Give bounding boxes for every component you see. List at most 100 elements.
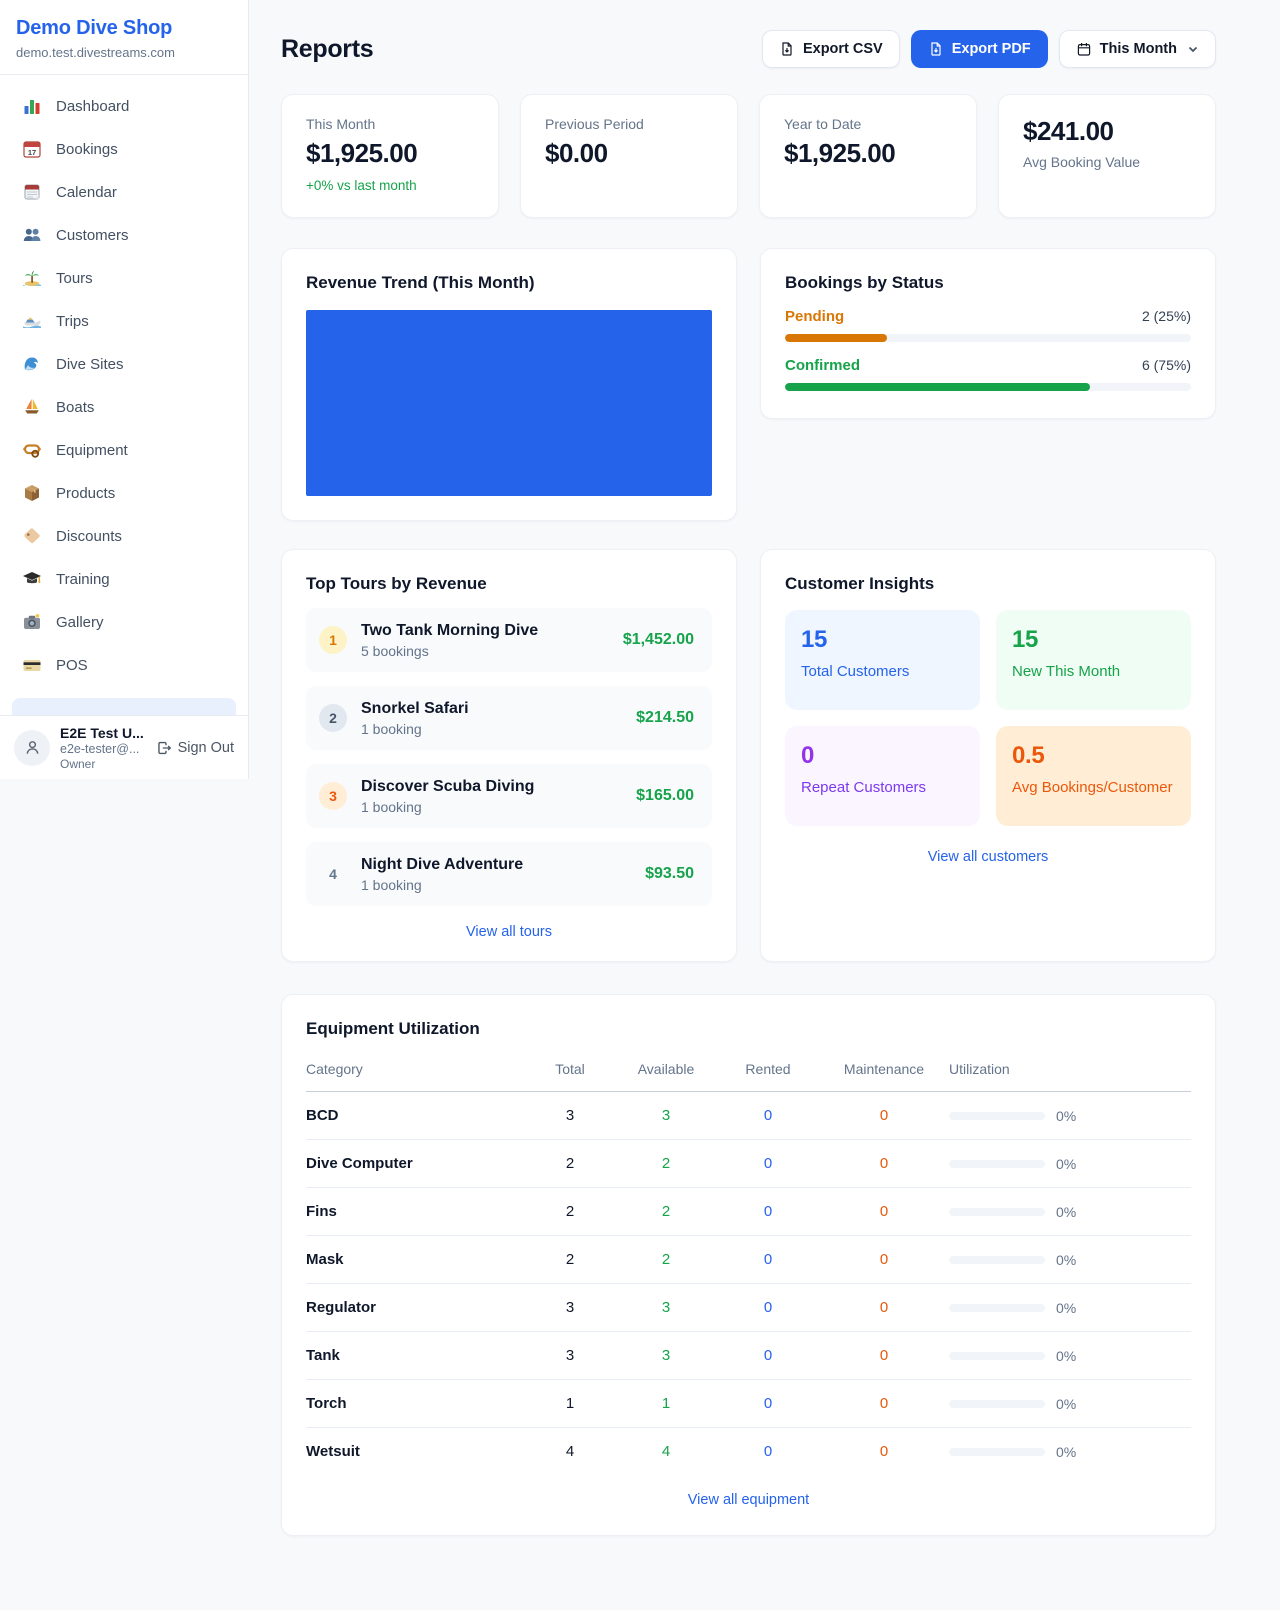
tour-bookings: 1 booking bbox=[361, 721, 422, 737]
utilization-bar bbox=[949, 1448, 1045, 1456]
top-tours-title: Top Tours by Revenue bbox=[306, 574, 487, 593]
tour-name: Discover Scuba Diving bbox=[361, 778, 535, 795]
equipment-table: Category Total Available Rented Maintena… bbox=[306, 1049, 1191, 1475]
stat-card-year-to-date: Year to Date $1,925.00 bbox=[759, 94, 977, 218]
sidebar-item-discounts[interactable]: Discounts bbox=[10, 519, 238, 553]
view-all-customers-link[interactable]: View all customers bbox=[927, 849, 1049, 865]
table-row: BCD 3 3 0 0 0% bbox=[306, 1091, 1191, 1140]
sidebar-item-gallery[interactable]: Gallery bbox=[10, 605, 238, 639]
tour-row: 3 Discover Scuba Diving 1 booking $165.0… bbox=[306, 764, 712, 828]
tour-bookings: 1 booking bbox=[361, 877, 422, 893]
stat-label: Avg Booking Value bbox=[1023, 154, 1141, 170]
page-header: Reports Export CSV Export PDF This Month bbox=[281, 30, 1216, 68]
tile-total-customers: 15 Total Customers bbox=[785, 610, 980, 710]
tours-island-icon bbox=[22, 268, 42, 288]
sidebar-item-label: Dive Sites bbox=[56, 355, 124, 373]
sidebar-item-tours[interactable]: Tours bbox=[10, 261, 238, 295]
sidebar-item-calendar[interactable]: Calendar bbox=[10, 175, 238, 209]
tour-revenue: $93.50 bbox=[645, 865, 694, 882]
sidebar-item-label: Calendar bbox=[56, 183, 117, 201]
tile-value: 15 bbox=[801, 626, 828, 653]
status-count: 6 (75%) bbox=[1141, 357, 1191, 373]
status-label: Pending bbox=[785, 308, 845, 325]
tour-bookings: 5 bookings bbox=[361, 643, 429, 659]
view-all-equipment-link[interactable]: View all equipment bbox=[687, 1492, 810, 1508]
bookings-by-status-card: Bookings by Status Pending 2 (25%) Confi… bbox=[760, 248, 1216, 419]
tour-row: 2 Snorkel Safari 1 booking $214.50 bbox=[306, 686, 712, 750]
user-panel: E2E Test U... e2e-tester@... Owner Sign … bbox=[0, 715, 248, 779]
sign-out-button[interactable]: Sign Out bbox=[156, 740, 234, 756]
status-label: Confirmed bbox=[785, 357, 860, 374]
stat-delta: +0% vs last month bbox=[306, 178, 417, 193]
stat-value: $241.00 bbox=[1023, 116, 1114, 146]
bookings-calendar-icon: 17 bbox=[22, 139, 42, 159]
tour-row: 1 Two Tank Morning Dive 5 bookings $1,45… bbox=[306, 608, 712, 672]
tour-revenue: $165.00 bbox=[636, 787, 694, 804]
utilization-bar bbox=[949, 1160, 1045, 1168]
sidebar-item-label: Boats bbox=[56, 398, 95, 416]
credit-card-icon bbox=[22, 655, 42, 675]
top-tours-card: Top Tours by Revenue 1 Two Tank Morning … bbox=[281, 549, 737, 962]
export-csv-label: Export CSV bbox=[802, 41, 883, 57]
status-row-pending: Pending 2 (25%) bbox=[785, 308, 1191, 342]
svg-text:17: 17 bbox=[28, 148, 36, 157]
sidebar-item-label: Trips bbox=[56, 312, 89, 330]
status-bar-track bbox=[785, 383, 1191, 391]
stat-card-avg-booking-value: $241.00 Avg Booking Value bbox=[998, 94, 1216, 218]
export-pdf-button[interactable]: Export PDF bbox=[910, 30, 1048, 68]
tile-value: 0 bbox=[801, 742, 815, 769]
stat-card-this-month: This Month $1,925.00 +0% vs last month bbox=[281, 94, 499, 218]
table-row: Regulator 3 3 0 0 0% bbox=[306, 1283, 1191, 1332]
avatar bbox=[14, 729, 50, 766]
sidebar-item-trips[interactable]: Trips bbox=[10, 304, 238, 338]
customer-insights-title: Customer Insights bbox=[785, 574, 935, 593]
table-row: Wetsuit 4 4 0 0 0% bbox=[306, 1443, 1077, 1460]
sidebar-item-products[interactable]: Products bbox=[10, 476, 238, 510]
utilization-bar bbox=[949, 1400, 1045, 1408]
column-header-total: Total bbox=[525, 1049, 615, 1092]
stat-card-previous-period: Previous Period $0.00 bbox=[520, 94, 738, 218]
stat-value: $0.00 bbox=[545, 138, 608, 168]
sidebar-item-label: Gallery bbox=[56, 613, 104, 631]
tour-name: Two Tank Morning Dive bbox=[361, 622, 539, 639]
tile-avg-bookings-customer: 0.5 Avg Bookings/Customer bbox=[996, 726, 1191, 826]
sidebar-item-training[interactable]: Training bbox=[10, 562, 238, 596]
view-all-tours-link[interactable]: View all tours bbox=[466, 924, 552, 940]
sidebar-item-equipment[interactable]: Equipment bbox=[10, 433, 238, 467]
column-header-category: Category bbox=[306, 1049, 525, 1092]
column-header-maintenance: Maintenance bbox=[819, 1049, 949, 1092]
page-title: Reports bbox=[281, 34, 374, 63]
sidebar-item-boats[interactable]: Boats bbox=[10, 390, 238, 424]
user-role: Owner bbox=[60, 756, 96, 771]
tag-icon bbox=[22, 526, 42, 546]
sidebar: Demo Dive Shop demo.test.divestreams.com… bbox=[0, 0, 249, 779]
rank-badge: 4 bbox=[329, 866, 337, 882]
insight-tiles: 15 Total Customers 15 New This Month 0 R… bbox=[785, 610, 1191, 826]
sign-out-icon bbox=[157, 741, 171, 754]
shop-name: Demo Dive Shop bbox=[16, 17, 173, 39]
stat-label: This Month bbox=[306, 116, 376, 132]
tour-bookings: 1 booking bbox=[361, 799, 422, 815]
sidebar-item-dive-sites[interactable]: Dive Sites bbox=[10, 347, 238, 381]
period-select[interactable]: This Month bbox=[1058, 30, 1216, 68]
export-csv-button[interactable]: Export CSV bbox=[761, 30, 900, 68]
tile-repeat-customers: 0 Repeat Customers bbox=[785, 726, 980, 826]
tile-label: Repeat Customers bbox=[801, 779, 927, 796]
utilization-bar bbox=[949, 1352, 1045, 1360]
user-info: E2E Test U... e2e-tester@... Owner bbox=[60, 725, 144, 771]
tile-value: 15 bbox=[1012, 626, 1039, 653]
export-pdf-label: Export PDF bbox=[951, 41, 1031, 57]
column-header-utilization: Utilization bbox=[949, 1049, 1191, 1092]
bookings-by-status-title: Bookings by Status bbox=[785, 273, 944, 292]
sidebar-item-label: Dashboard bbox=[56, 97, 130, 115]
sidebar-item-pos[interactable]: POS bbox=[10, 648, 238, 682]
sidebar-item-label: Training bbox=[56, 570, 110, 588]
tile-new-this-month: 15 New This Month bbox=[996, 610, 1191, 710]
status-bar-fill bbox=[785, 334, 887, 342]
sidebar-item-bookings[interactable]: 17 Bookings bbox=[10, 132, 238, 166]
column-header-available: Available bbox=[615, 1049, 717, 1092]
utilization-bar bbox=[949, 1208, 1045, 1216]
sidebar-item-customers[interactable]: Customers bbox=[10, 218, 238, 252]
utilization-bar bbox=[949, 1304, 1045, 1312]
sidebar-item-dashboard[interactable]: Dashboard bbox=[10, 89, 238, 123]
